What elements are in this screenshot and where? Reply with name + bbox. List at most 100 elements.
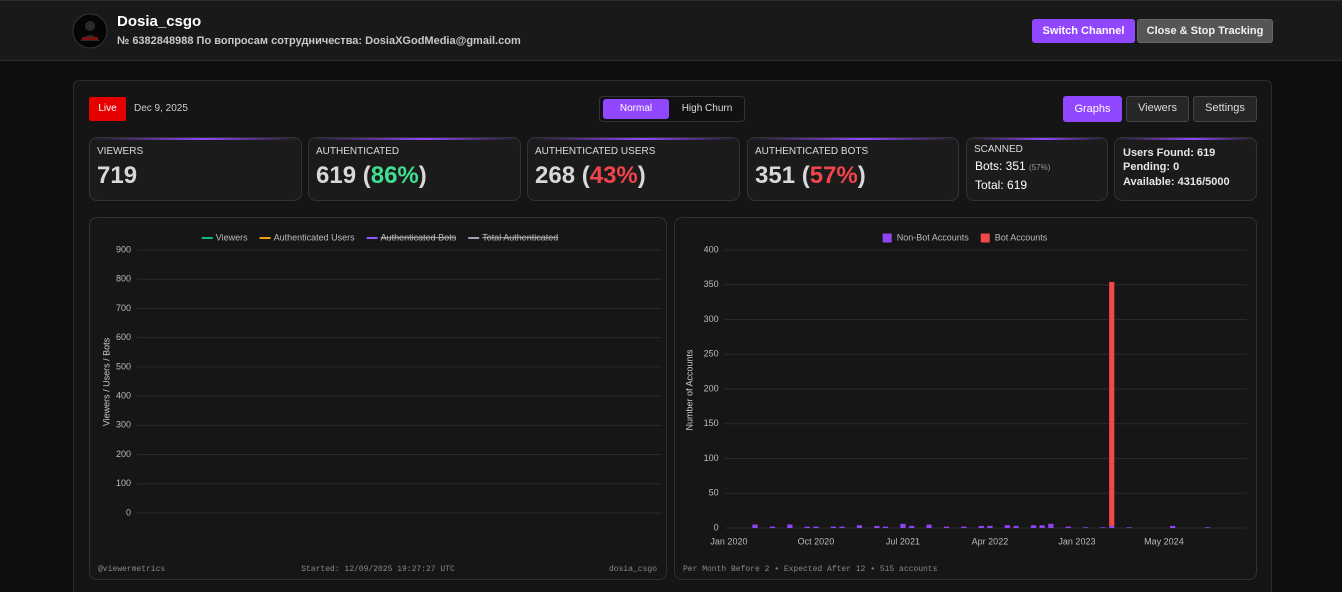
chart-panel bbox=[89, 217, 667, 580]
y-tick-label: 400 bbox=[704, 244, 719, 254]
y-tick-label: 200 bbox=[116, 449, 131, 459]
live-badge: Live bbox=[89, 97, 126, 121]
chart-footer: dosia_csgo bbox=[609, 565, 657, 574]
y-axis-title: Number of Accounts bbox=[684, 349, 694, 431]
x-tick-label: Apr 2022 bbox=[972, 536, 1009, 546]
stat-value: 719 bbox=[97, 162, 137, 190]
bar bbox=[1100, 527, 1106, 528]
scanned-bots: Bots: 351 (57%) bbox=[975, 159, 1050, 173]
stat-card: AUTHENTICATED BOTS 351 (57%) bbox=[747, 137, 959, 201]
date: Dec 9, 2025 bbox=[134, 103, 188, 114]
stat-number: 268 bbox=[535, 162, 576, 189]
stat-number: 351 bbox=[755, 162, 796, 189]
legend-label[interactable]: Authenticated Users bbox=[274, 232, 356, 242]
stat-number: 719 bbox=[97, 162, 138, 189]
y-tick-label: 50 bbox=[709, 488, 719, 498]
channel-subtitle: № 6382848988 По вопросам сотрудничества:… bbox=[117, 35, 521, 47]
y-tick-label: 800 bbox=[116, 274, 131, 284]
stat-card: AUTHENTICATED 619 (86%) bbox=[308, 137, 521, 201]
bar bbox=[900, 523, 906, 528]
y-tick-label: 500 bbox=[116, 361, 131, 371]
bar bbox=[1004, 525, 1010, 528]
bar bbox=[987, 525, 993, 528]
paren: ( bbox=[581, 162, 590, 189]
stat-share: 57% bbox=[809, 162, 858, 189]
summary-line: Pending: 0 bbox=[1123, 161, 1180, 173]
y-tick-label: 0 bbox=[126, 507, 131, 517]
chart-footer: @viewermetrics bbox=[98, 565, 165, 574]
stat-share: 43% bbox=[589, 162, 638, 189]
y-tick-label: 100 bbox=[704, 453, 719, 463]
legend-label[interactable]: Viewers bbox=[216, 232, 248, 242]
switch-channel-button[interactable]: Switch Channel bbox=[1032, 19, 1135, 43]
stat-label: AUTHENTICATED BOTS bbox=[755, 146, 869, 157]
legend-label[interactable]: Total Authenticated bbox=[482, 232, 558, 242]
stat-label: AUTHENTICATED bbox=[316, 146, 400, 157]
legend-label[interactable]: Authenticated Bots bbox=[381, 232, 457, 242]
bar bbox=[856, 525, 863, 528]
bar bbox=[882, 526, 889, 528]
chart-panel bbox=[674, 217, 1257, 580]
legend-label[interactable]: Bot Accounts bbox=[995, 232, 1048, 242]
mode-normal[interactable]: Normal bbox=[603, 99, 669, 119]
summary-line: Available: 4316/5000 bbox=[1123, 176, 1230, 188]
y-tick-label: 900 bbox=[116, 244, 131, 254]
paren: ) bbox=[857, 162, 866, 189]
x-tick-label: Jan 2020 bbox=[710, 536, 747, 546]
stat-label: AUTHENTICATED USERS bbox=[535, 146, 656, 157]
close-tracking-button[interactable]: Close & Stop Tracking bbox=[1137, 19, 1273, 43]
x-tick-label: Jan 2023 bbox=[1058, 536, 1095, 546]
stat-card: VIEWERS 719 bbox=[89, 137, 302, 201]
tab-graphs[interactable]: Graphs bbox=[1063, 96, 1122, 122]
legend-label[interactable]: Non-Bot Accounts bbox=[897, 232, 970, 242]
bar bbox=[1048, 523, 1054, 528]
bar bbox=[804, 526, 810, 528]
y-tick-label: 700 bbox=[116, 303, 131, 313]
y-tick-label: 300 bbox=[704, 314, 719, 324]
bar bbox=[839, 526, 845, 528]
y-axis-title: Viewers / Users / Bots bbox=[101, 337, 111, 426]
stat-value: 619 (86%) bbox=[316, 162, 427, 190]
chart-footer: Started: 12/09/2025 19:27:27 UTC bbox=[301, 565, 455, 574]
paren: ( bbox=[362, 162, 371, 189]
bar bbox=[1030, 525, 1037, 528]
bar bbox=[787, 524, 793, 528]
chart-footer: Per Month Before 2 • Expected After 12 •… bbox=[683, 565, 938, 574]
y-tick-label: 0 bbox=[714, 522, 719, 532]
legend-swatch bbox=[882, 233, 892, 243]
tab-viewers[interactable]: Viewers bbox=[1126, 96, 1189, 122]
bar bbox=[813, 526, 819, 528]
paren: ) bbox=[637, 162, 646, 189]
y-tick-label: 400 bbox=[116, 390, 131, 400]
paren: ( bbox=[801, 162, 810, 189]
tab-settings[interactable]: Settings bbox=[1193, 96, 1257, 122]
legend: Viewers Authenticated Users Authenticated … bbox=[201, 232, 558, 242]
bar bbox=[978, 525, 984, 528]
bar bbox=[830, 526, 836, 528]
bar bbox=[943, 526, 950, 528]
bar bbox=[1013, 525, 1019, 528]
bots-share: (57%) bbox=[1029, 163, 1051, 172]
legend-swatch bbox=[980, 233, 990, 243]
x-tick-label: Oct 2020 bbox=[798, 536, 835, 546]
paren: ) bbox=[418, 162, 427, 189]
bots-count: Bots: 351 bbox=[975, 159, 1026, 173]
bar bbox=[874, 525, 880, 528]
bar bbox=[752, 524, 758, 528]
stat-value: 268 (43%) bbox=[535, 162, 646, 190]
bar bbox=[926, 524, 932, 528]
bar bbox=[1083, 527, 1089, 528]
stat-card: AUTHENTICATED USERS 268 (43%) bbox=[527, 137, 740, 201]
scanned-total: Total: 619 bbox=[975, 178, 1028, 192]
mode-high-churn[interactable]: High Churn bbox=[681, 103, 733, 114]
summary-card: Users Found: 619 Pending: 0 Available: 4… bbox=[1114, 137, 1257, 201]
bar bbox=[909, 525, 915, 528]
avatar bbox=[72, 13, 108, 49]
bar bbox=[961, 526, 967, 528]
y-tick-label: 100 bbox=[116, 478, 131, 488]
summary-line: Users Found: 619 bbox=[1123, 147, 1216, 159]
channel-name: Dosia_csgo bbox=[117, 13, 202, 30]
bar bbox=[1109, 525, 1115, 528]
x-tick-label: Jul 2021 bbox=[886, 536, 920, 546]
